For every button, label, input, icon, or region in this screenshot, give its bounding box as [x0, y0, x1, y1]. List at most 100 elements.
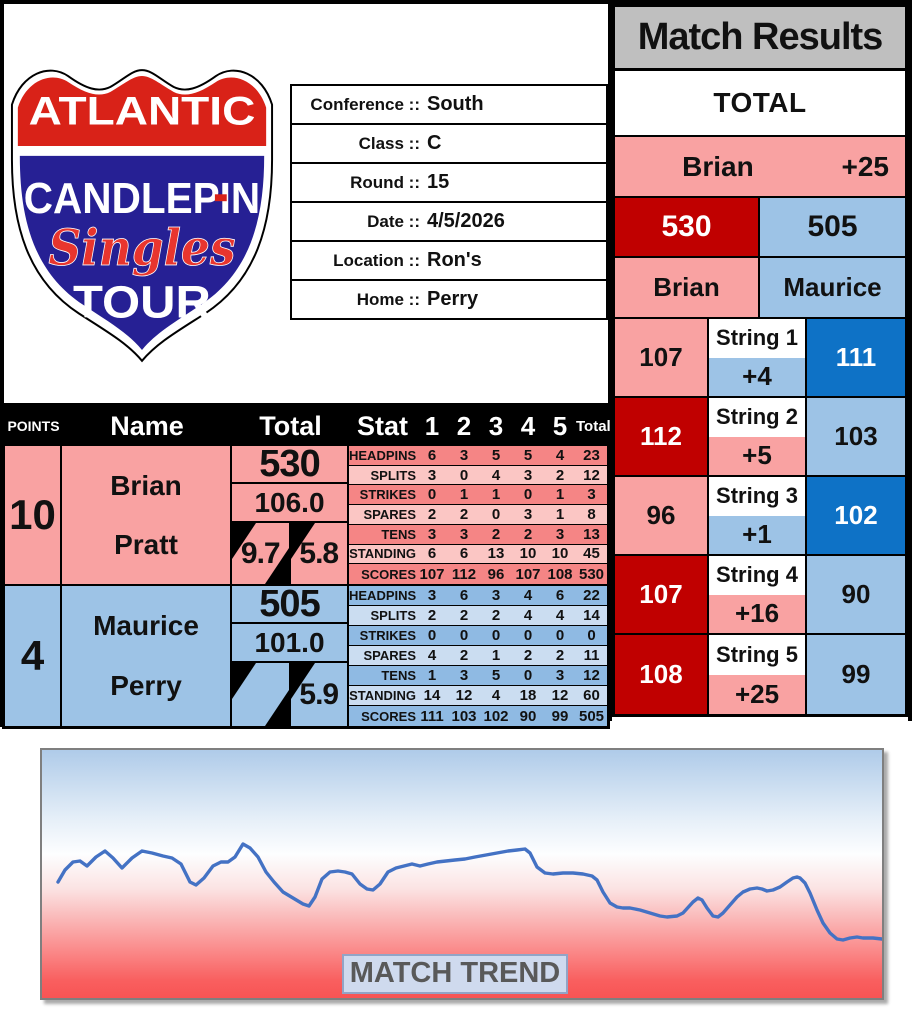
- stat-value: 4: [555, 446, 565, 464]
- string-row-3: 96 String 3 +1 102: [615, 477, 905, 556]
- player-stats-grid: HEADPINS 6 3 5 5 4 23 SPLITS 3 0 4 3 2 12 STRIKES 0 1 1 0 1…: [349, 446, 607, 585]
- string-row-2: 112 String 2 +5 103: [615, 398, 905, 477]
- stat-label: SCORES: [361, 708, 416, 724]
- results-header: Match Results: [615, 7, 905, 71]
- player-substat-a: [232, 663, 291, 726]
- total-header: Total: [259, 410, 322, 441]
- stat-value: 3: [459, 667, 469, 684]
- stat-total: 3: [587, 486, 596, 504]
- players-list: 10 Brian Pratt 530 106.0 9.7 5.8 HEADPINS 6 3 5 5 4 2…: [5, 443, 607, 726]
- stat-label: TENS: [381, 526, 416, 542]
- string-margin: +5: [709, 436, 805, 475]
- stat-value: 4: [491, 466, 501, 484]
- stat-value: 0: [523, 667, 533, 684]
- diagonal-mark-icon: [232, 663, 256, 699]
- panel-divider: [608, 0, 612, 721]
- stat-row-scores: SCORES 111 103 102 90 99 505: [349, 706, 607, 726]
- player-name: Maurice Perry: [62, 586, 232, 726]
- game-header-5: 5: [552, 410, 568, 441]
- frame-left: [0, 0, 4, 727]
- leader-margin: +25: [841, 150, 890, 182]
- stat-value: 4: [523, 607, 533, 624]
- totals-row: 530 505: [615, 198, 905, 258]
- stat-label: STRIKES: [359, 628, 416, 643]
- player2-string-score: 103: [807, 398, 905, 475]
- stat-value: 6: [427, 545, 437, 563]
- logo-text-tour: TOUR: [73, 276, 211, 327]
- stat-value: 6: [459, 587, 469, 604]
- stat-row-strikes: STRIKES 0 0 0 0 0 0: [349, 626, 607, 646]
- info-value: Perry: [427, 288, 479, 310]
- total-small-header: Total: [576, 417, 611, 435]
- stat-value: 4: [523, 587, 533, 604]
- stat-total: 12: [583, 466, 600, 484]
- game-header-1: 1: [424, 410, 440, 441]
- stat-value: 4: [555, 607, 565, 624]
- logo-text-singles: Singles: [48, 219, 235, 277]
- stat-row-strikes: STRIKES 0 1 1 0 1 3: [349, 485, 607, 506]
- candlepin-i-dash: [214, 194, 227, 202]
- stat-value: 13: [487, 545, 505, 563]
- stat-value: 10: [519, 545, 537, 563]
- diagonal-mark-icon: [264, 690, 289, 726]
- stat-value: 3: [427, 466, 437, 484]
- string-margin: +1: [709, 515, 805, 554]
- leader-row: Brian +25: [615, 137, 905, 198]
- diagonal-mark-icon: [264, 548, 289, 584]
- player1-string-score: 107: [615, 556, 709, 633]
- stat-value: 107: [515, 565, 541, 583]
- info-label: Round ::: [350, 172, 420, 192]
- points-header: POINTS: [7, 418, 60, 434]
- stat-value: 12: [551, 687, 569, 704]
- diagonal-mark-icon: [290, 523, 315, 559]
- player2-string-score: 90: [807, 556, 905, 633]
- stat-label: HEADPINS: [349, 447, 417, 463]
- stat-label: HEADPINS: [349, 588, 417, 603]
- stat-total: 8: [587, 506, 596, 524]
- stat-value: 112: [451, 565, 477, 583]
- stat-row-headpins: HEADPINS 3 6 3 4 6 22: [349, 586, 607, 606]
- stat-row-standing: STANDING 14 12 4 18 12 60: [349, 686, 607, 706]
- stat-value: 5: [491, 446, 501, 464]
- info-label: Conference ::: [310, 94, 420, 114]
- stat-row-tens: TENS 1 3 5 0 3 12: [349, 666, 607, 686]
- game-header-4: 4: [520, 410, 536, 441]
- stat-value: 3: [427, 587, 437, 604]
- results-panel: Match Results TOTAL Brian +25 530 505 Br…: [612, 4, 908, 717]
- player-average: 101.0: [232, 624, 347, 663]
- stat-value: 3: [459, 446, 469, 464]
- string-label-cell: String 2 +5: [709, 398, 807, 475]
- player-substats: 5.9: [232, 663, 347, 726]
- stat-value: 1: [491, 647, 501, 664]
- info-value: Ron's: [427, 249, 482, 271]
- stat-value: 1: [427, 667, 437, 684]
- leader-name: Brian: [682, 150, 754, 182]
- stat-value: 5: [523, 446, 533, 464]
- stat-row-spares: SPARES 4 2 1 2 2 11: [349, 646, 607, 666]
- info-label: Home ::: [356, 289, 420, 309]
- stat-value: 96: [487, 565, 505, 583]
- stat-value: 3: [555, 667, 565, 684]
- stat-value: 0: [459, 627, 469, 644]
- string-row-1: 107 String 1 +4 111: [615, 319, 905, 398]
- player-total-score: 530: [232, 443, 347, 485]
- player-total-score: 505: [232, 583, 347, 625]
- stat-value: 6: [459, 545, 469, 563]
- stat-value: 103: [451, 707, 477, 725]
- stat-value: 2: [555, 466, 565, 484]
- game-header-2: 2: [456, 410, 472, 441]
- stat-value: 2: [555, 647, 565, 664]
- stat-label: SPARES: [363, 507, 417, 523]
- player-substat-b: 5.8: [290, 523, 348, 584]
- stat-row-spares: SPARES 2 2 0 3 1 8: [349, 505, 607, 525]
- stat-value: 1: [491, 486, 501, 504]
- total-label: TOTAL: [615, 71, 905, 137]
- stat-total: 60: [583, 687, 600, 704]
- stat-value: 2: [491, 525, 501, 543]
- stat-row-headpins: HEADPINS 6 3 5 5 4 23: [349, 446, 607, 466]
- trend-chart-canvas: [56, 842, 882, 942]
- stat-value: 111: [420, 707, 444, 725]
- player-points: 10: [5, 446, 62, 584]
- info-label: Location ::: [333, 250, 420, 270]
